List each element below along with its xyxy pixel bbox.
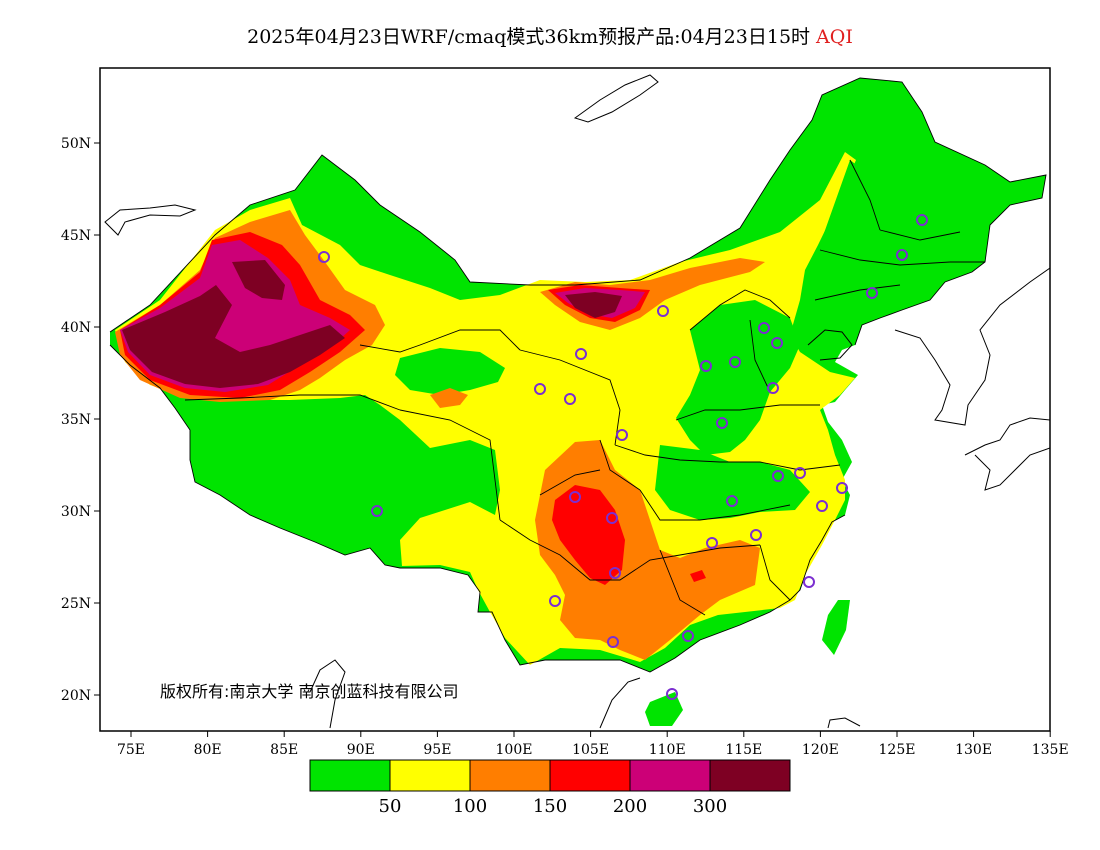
map-frame — [99, 67, 1051, 732]
station-marker — [682, 630, 694, 642]
station-marker — [716, 417, 728, 429]
station-marker — [896, 249, 908, 261]
station-marker — [866, 287, 878, 299]
legend-label: 50 — [379, 796, 402, 817]
aqi-region-taiwan — [822, 600, 850, 655]
station-marker — [794, 467, 806, 479]
station-marker — [771, 337, 783, 349]
legend-swatch — [389, 759, 471, 792]
copyright-text: 版权所有:南京大学 南京创蓝科技有限公司 — [160, 682, 458, 701]
station-marker — [836, 482, 848, 494]
aqi-region-hazardous-inner-mongolia — [565, 292, 622, 318]
lon-tick-label: 105E — [572, 742, 609, 758]
aqi-region-hazardous-tarim — [122, 285, 345, 388]
title-main: 2025年04月23日WRF/cmaq模式36km预报产品:04月23日15时 — [247, 26, 811, 48]
lon-tick-label: 85E — [270, 742, 298, 758]
station-marker — [318, 251, 330, 263]
station-marker — [772, 470, 784, 482]
legend-label: 100 — [453, 796, 487, 817]
lat-tick-label: 30N — [61, 504, 91, 520]
aqi-region-unhealthy-hunan-spot — [690, 570, 706, 582]
aqi-legend: 50 100 150 200 300 — [309, 759, 791, 817]
aqi-region-unhealthy-sichuan — [552, 485, 625, 585]
station-marker — [666, 688, 678, 700]
lon-tick-label: 80E — [194, 742, 222, 758]
longitude-axis: 75E 80E 85E 90E 95E 100E 105E 110E 115E 120E 125E 1… — [117, 731, 1069, 758]
title-aqi: AQI — [816, 26, 853, 48]
station-marker — [549, 595, 561, 607]
legend-swatch — [309, 759, 391, 792]
latitude-axis: 50N 45N 40N 35N 30N 25N 20N — [61, 136, 100, 704]
lat-tick-label: 25N — [61, 596, 91, 612]
aqi-region-usg-hexi-spot — [430, 388, 468, 408]
lon-tick-label: 100E — [496, 742, 533, 758]
coastlines — [104, 74, 1050, 729]
lat-tick-label: 35N — [61, 412, 91, 428]
station-marker — [758, 322, 770, 334]
lon-tick-label: 115E — [725, 742, 762, 758]
station-marker — [564, 393, 576, 405]
station-marker — [916, 214, 928, 226]
lon-tick-label: 90E — [347, 742, 375, 758]
station-marker — [803, 576, 815, 588]
station-marker — [575, 348, 587, 360]
aqi-region-good-north-china — [676, 300, 800, 455]
lon-tick-label: 110E — [649, 742, 686, 758]
lat-tick-label: 20N — [61, 688, 91, 704]
lon-tick-label: 120E — [802, 742, 839, 758]
map-title: 2025年04月23日WRF/cmaq模式36km预报产品:04月23日15时 A… — [0, 22, 1100, 49]
station-marker — [816, 500, 828, 512]
aqi-region-good-hexi — [395, 348, 505, 395]
station-markers — [318, 214, 928, 700]
station-marker — [607, 636, 619, 648]
station-marker — [726, 495, 738, 507]
station-marker — [729, 356, 741, 368]
legend-label: 200 — [613, 796, 647, 817]
province-boundaries — [109, 77, 1047, 673]
station-marker — [606, 512, 618, 524]
legend-swatch — [709, 759, 791, 792]
lon-tick-label: 135E — [1032, 742, 1069, 758]
legend-swatch — [549, 759, 631, 792]
station-marker — [657, 305, 669, 317]
station-marker — [371, 505, 383, 517]
station-marker — [706, 537, 718, 549]
lon-tick-label: 95E — [423, 742, 451, 758]
station-marker — [609, 567, 621, 579]
lat-tick-label: 40N — [61, 320, 91, 336]
lat-tick-label: 50N — [61, 136, 91, 152]
lon-tick-label: 130E — [955, 742, 992, 758]
lat-tick-label: 45N — [61, 228, 91, 244]
legend-swatch — [629, 759, 711, 792]
station-marker — [534, 383, 546, 395]
aqi-region-good-central — [655, 445, 810, 520]
legend-swatch — [469, 759, 551, 792]
station-marker — [750, 529, 762, 541]
legend-label: 150 — [533, 796, 567, 817]
station-marker — [569, 491, 581, 503]
aqi-region-good-northeast — [818, 160, 985, 320]
aqi-region-hazardous-junggar — [232, 260, 285, 300]
lon-tick-label: 125E — [879, 742, 916, 758]
lon-tick-label: 75E — [117, 742, 145, 758]
station-marker — [616, 429, 628, 441]
legend-label: 300 — [693, 796, 727, 817]
map-content: 版权所有:南京大学 南京创蓝科技有限公司 — [104, 74, 1050, 729]
station-marker — [767, 382, 779, 394]
station-marker — [700, 360, 712, 372]
aqi-region-hainan — [645, 692, 683, 726]
